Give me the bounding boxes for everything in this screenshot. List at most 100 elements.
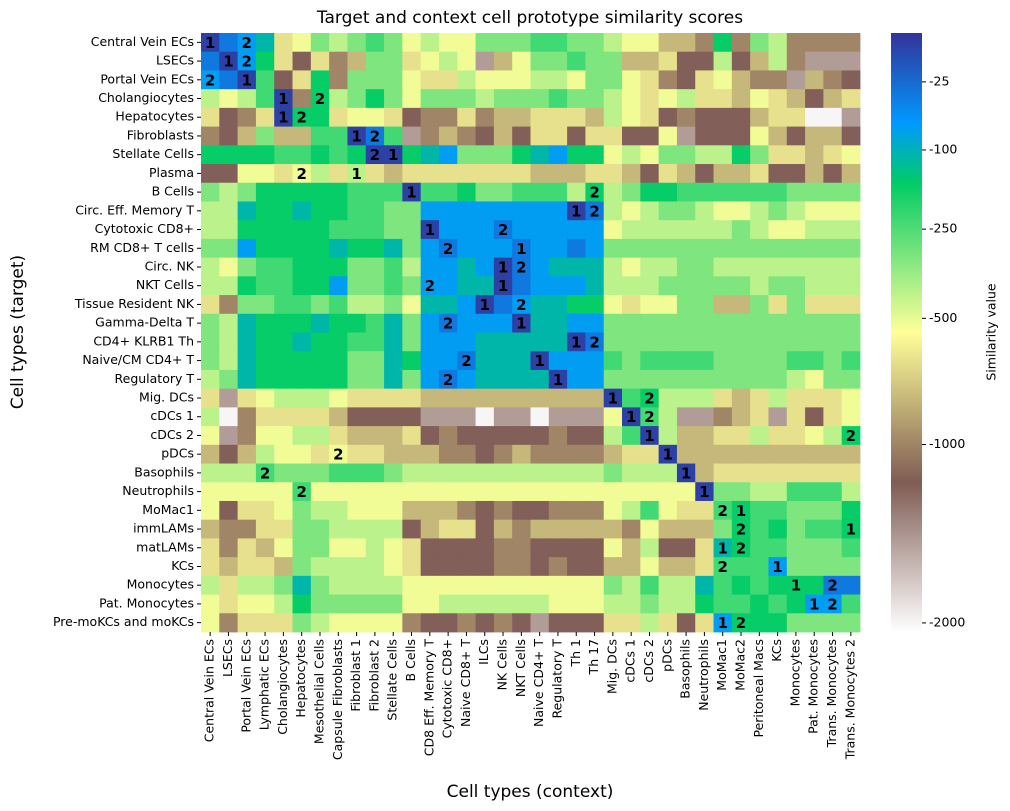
heatmap-cell <box>512 164 531 184</box>
heatmap-cell <box>475 33 495 53</box>
heatmap-cell <box>713 407 733 427</box>
heatmap-cell <box>585 351 605 371</box>
heatmap-cell <box>255 107 275 127</box>
cell-annotation: 2 <box>296 483 306 501</box>
heatmap-cell <box>329 238 348 259</box>
heatmap-cell <box>805 594 824 614</box>
heatmap-cell <box>347 613 367 633</box>
heatmap-cell <box>420 220 440 240</box>
heatmap-cell <box>585 407 605 427</box>
heatmap-cell <box>402 51 422 71</box>
heatmap-cell <box>805 182 824 202</box>
heatmap-cell <box>713 369 733 390</box>
heatmap-cell <box>823 463 843 483</box>
heatmap-cell <box>384 332 403 352</box>
heatmap-cell <box>310 145 330 165</box>
heatmap-cell <box>384 51 403 71</box>
heatmap-cell <box>695 482 714 502</box>
cell-annotation: 2 <box>242 34 252 52</box>
heatmap-cell <box>201 482 220 502</box>
heatmap-cell <box>750 463 769 483</box>
heatmap-cell <box>310 164 330 184</box>
y-tick-label: Pat. Monocytes <box>99 595 194 610</box>
heatmap-cell <box>713 351 733 371</box>
heatmap-cell <box>731 463 751 483</box>
heatmap-cell <box>731 613 751 633</box>
heatmap-cell <box>347 126 367 146</box>
y-tick-label: Portal Vein ECs <box>100 71 194 86</box>
heatmap-cell <box>402 238 422 259</box>
heatmap-cell <box>750 426 769 446</box>
heatmap-cell <box>640 238 660 259</box>
heatmap-cell <box>786 313 806 333</box>
heatmap-cell <box>823 538 843 558</box>
heatmap-cell <box>457 332 476 352</box>
heatmap-cell <box>731 295 751 315</box>
heatmap-cell <box>603 145 623 165</box>
heatmap-cell <box>402 276 422 296</box>
heatmap-cell <box>493 594 513 614</box>
heatmap-cell <box>731 51 751 71</box>
heatmap-cell <box>603 482 623 502</box>
heatmap-cell <box>622 276 641 296</box>
heatmap-cell <box>841 575 861 595</box>
heatmap-cell <box>530 89 550 109</box>
heatmap-cell <box>384 463 403 483</box>
heatmap-cell <box>420 201 440 221</box>
heatmap-cell <box>438 238 458 259</box>
heatmap-cell <box>274 444 293 464</box>
heatmap-cell <box>713 538 733 558</box>
heatmap-cell <box>658 369 678 390</box>
heatmap-cell <box>438 482 458 502</box>
heatmap-cell <box>823 407 843 427</box>
heatmap-cell <box>274 575 293 595</box>
heatmap-cell <box>475 369 495 390</box>
y-tick-label: LSECs <box>156 53 194 68</box>
cell-annotation: 1 <box>534 352 544 370</box>
heatmap-cell <box>567 594 586 614</box>
heatmap-cell <box>695 500 714 521</box>
y-tick-label: B Cells <box>152 184 194 199</box>
heatmap-cell <box>841 201 861 221</box>
heatmap-cell <box>786 594 806 614</box>
heatmap-cell <box>585 276 605 296</box>
heatmap-cell <box>622 164 641 184</box>
heatmap-cell <box>274 538 293 558</box>
heatmap-cell <box>786 70 806 90</box>
heatmap-cell <box>512 89 531 109</box>
x-tick-label: Lymphatic ECs <box>257 639 272 730</box>
x-tick-label: Naive CD8+ T <box>458 639 473 727</box>
heatmap-cell <box>237 369 257 390</box>
heatmap-cell <box>823 257 843 277</box>
heatmap-cell <box>292 538 312 558</box>
heatmap-cell <box>237 388 257 408</box>
heatmap-cell <box>676 276 696 296</box>
y-tick-label: RM CD8+ T cells <box>90 240 194 255</box>
cell-annotation: 2 <box>443 315 453 333</box>
heatmap-cell <box>384 351 403 371</box>
heatmap-cell <box>310 557 330 577</box>
x-tick-label: Cytotoxic CD8+ <box>440 639 455 738</box>
heatmap-cell <box>512 444 531 464</box>
heatmap-cell <box>548 33 568 53</box>
heatmap-cell <box>603 295 623 315</box>
cell-annotation: 1 <box>626 408 636 426</box>
heatmap-cell <box>786 238 806 259</box>
heatmap-cell <box>622 295 641 315</box>
heatmap-cell <box>512 33 531 53</box>
heatmap-cell <box>823 613 843 633</box>
heatmap-cell <box>805 70 824 90</box>
heatmap-cell <box>384 575 403 595</box>
heatmap-cell <box>347 220 367 240</box>
heatmap-cell <box>365 126 385 146</box>
heatmap-cell <box>255 351 275 371</box>
heatmap-cell <box>530 220 550 240</box>
heatmap-cell <box>237 557 257 577</box>
heatmap-cell <box>786 500 806 521</box>
heatmap-cell <box>676 70 696 90</box>
heatmap-cell <box>329 500 348 521</box>
heatmap-cell <box>695 89 714 109</box>
heatmap-cell <box>548 482 568 502</box>
heatmap-cell <box>768 295 788 315</box>
heatmap-cell <box>420 238 440 259</box>
